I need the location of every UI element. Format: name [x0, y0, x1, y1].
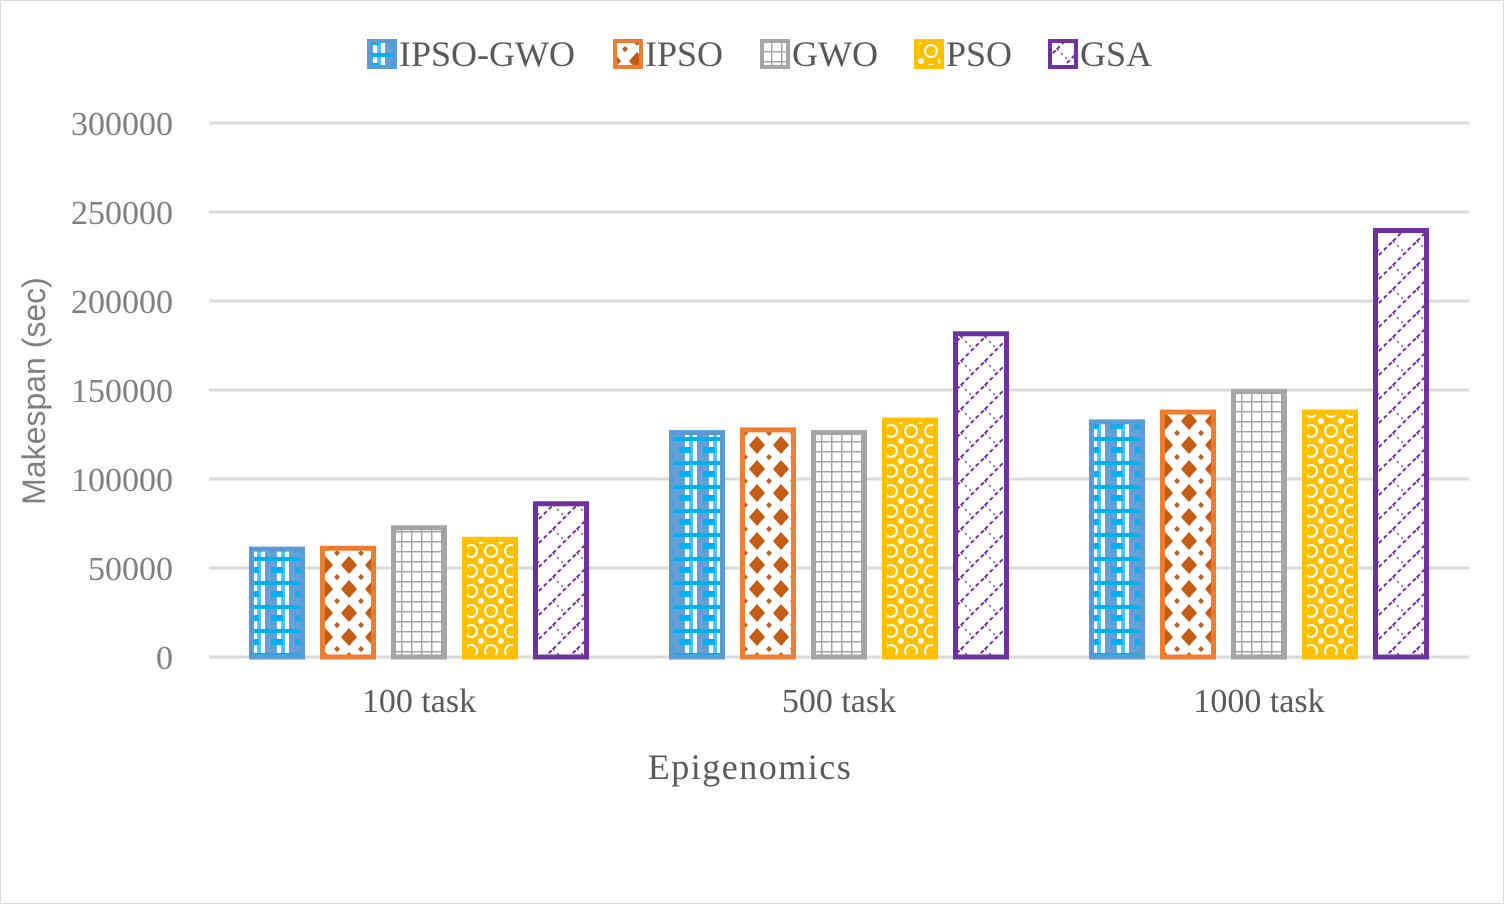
y-tick-label: 200000 [71, 284, 173, 321]
legend-label: GSA [1080, 34, 1152, 74]
y-axis-title: Makespan (sec) [16, 277, 52, 505]
legend-swatch [367, 39, 397, 69]
x-axis-title: Epigenomics [648, 747, 852, 787]
y-axis-ticks: 0 50000 100000 150000 200000 250000 300000 [71, 106, 173, 677]
legend-item-ipso-gwo: IPSO-GWO [367, 34, 575, 74]
legend-swatch [914, 39, 944, 69]
bar-gsa-500-task [953, 331, 1009, 660]
legend-item-ipso: IPSO [613, 34, 723, 74]
bar-ipso-500-task [740, 427, 796, 660]
x-category-label: 500 task [782, 683, 896, 720]
x-category-label: 100 task [362, 683, 476, 720]
bar-gsa-1000-task [1373, 228, 1429, 660]
bar-gsa-100-task [533, 501, 589, 660]
bar-gwo-100-task [391, 525, 447, 660]
bar-ipso-100-task [320, 545, 376, 660]
bar-pso-100-task [462, 536, 518, 660]
legend-swatch [613, 39, 643, 69]
legend-swatch [760, 39, 790, 69]
legend-item-gsa: GSA [1048, 34, 1152, 74]
bar-gwo-1000-task [1231, 389, 1287, 660]
y-tick-label: 150000 [71, 373, 173, 410]
legend-item-pso: PSO [914, 34, 1012, 74]
x-category-label: 1000 task [1193, 683, 1324, 720]
legend-label: GWO [792, 34, 878, 74]
bar-pso-500-task [882, 417, 938, 660]
bar-ipso-1000-task [1160, 409, 1216, 660]
y-tick-label: 0 [156, 640, 173, 677]
x-axis-categories: 100 task 500 task 1000 task [362, 683, 1325, 720]
y-tick-label: 50000 [88, 551, 173, 588]
bar-ipso-gwo-500-task [669, 430, 725, 660]
y-tick-label: 300000 [71, 106, 173, 143]
bar-gwo-500-task [811, 430, 867, 660]
bar-ipso-gwo-1000-task [1089, 419, 1145, 660]
legend-label: PSO [946, 34, 1012, 74]
legend: IPSO-GWO IPSO GWO PSO GSA [367, 34, 1152, 74]
legend-swatch [1048, 39, 1078, 69]
y-tick-label: 250000 [71, 195, 173, 232]
legend-label: IPSO [645, 34, 723, 74]
legend-label: IPSO-GWO [399, 34, 575, 74]
y-tick-label: 100000 [71, 462, 173, 499]
bar-pso-1000-task [1302, 409, 1358, 660]
bars [249, 228, 1429, 660]
bar-ipso-gwo-100-task [249, 546, 305, 660]
legend-item-gwo: GWO [760, 34, 878, 74]
